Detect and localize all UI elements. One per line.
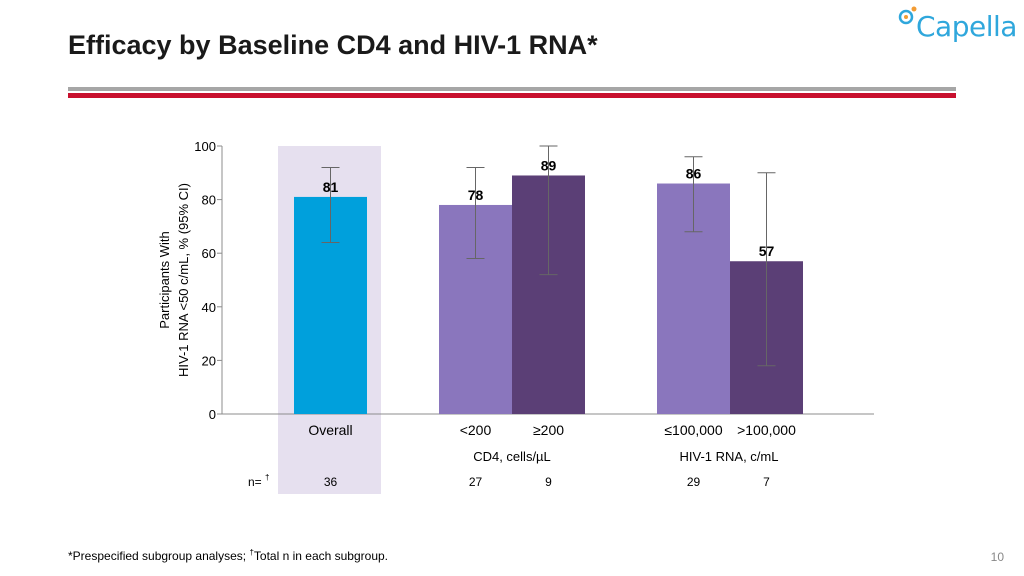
- category-label: ≤100,000: [664, 422, 723, 438]
- footnote: *Prespecified subgroup analyses; †Total …: [68, 548, 388, 563]
- n-value: 29: [687, 475, 701, 489]
- y-tick-label: 80: [202, 193, 216, 208]
- bar-value-label: 81: [323, 179, 339, 195]
- y-tick-label: 0: [209, 407, 216, 422]
- title-rule-gray: [68, 87, 956, 91]
- bar-value-label: 78: [468, 187, 484, 203]
- bar-value-label: 89: [541, 157, 557, 173]
- logo-mark-icon: [898, 6, 917, 25]
- category-label: >100,000: [737, 422, 796, 438]
- n-value: 9: [545, 475, 552, 489]
- page-number: 10: [990, 550, 1004, 564]
- bar-value-label: 57: [759, 243, 775, 259]
- category-label: <200: [460, 422, 492, 438]
- slide-title: Efficacy by Baseline CD4 and HIV-1 RNA*: [68, 30, 598, 60]
- n-value: 27: [469, 475, 483, 489]
- n-row-dagger: †: [265, 473, 269, 482]
- category-label: Overall: [308, 422, 352, 438]
- group-label-cd4: CD4, cells/µL: [473, 449, 551, 464]
- n-row-label: n=: [248, 475, 262, 489]
- y-tick-label: 20: [202, 353, 216, 368]
- group-label-rna: HIV-1 RNA, c/mL: [680, 449, 779, 464]
- capella-logo: Capella: [896, 4, 1020, 48]
- y-axis-title-line2: HIV-1 RNA <50 c/mL, % (95% CI): [176, 183, 191, 377]
- category-label: ≥200: [533, 422, 564, 438]
- logo-text: Capella: [916, 10, 1017, 43]
- footnote-dagger: †: [249, 548, 254, 557]
- footnote-part-b: Total n in each subgroup.: [253, 549, 388, 563]
- y-tick-label: 60: [202, 246, 216, 261]
- y-tick-label: 100: [194, 139, 216, 154]
- bar-value-label: 86: [686, 166, 702, 182]
- title-rule-red: [68, 93, 956, 98]
- y-axis-title-line1: Participants With: [157, 231, 172, 329]
- y-tick-label: 40: [202, 300, 216, 315]
- n-value: 36: [324, 475, 338, 489]
- n-value: 7: [763, 475, 770, 489]
- footnote-part-a: *Prespecified subgroup analyses;: [68, 549, 250, 563]
